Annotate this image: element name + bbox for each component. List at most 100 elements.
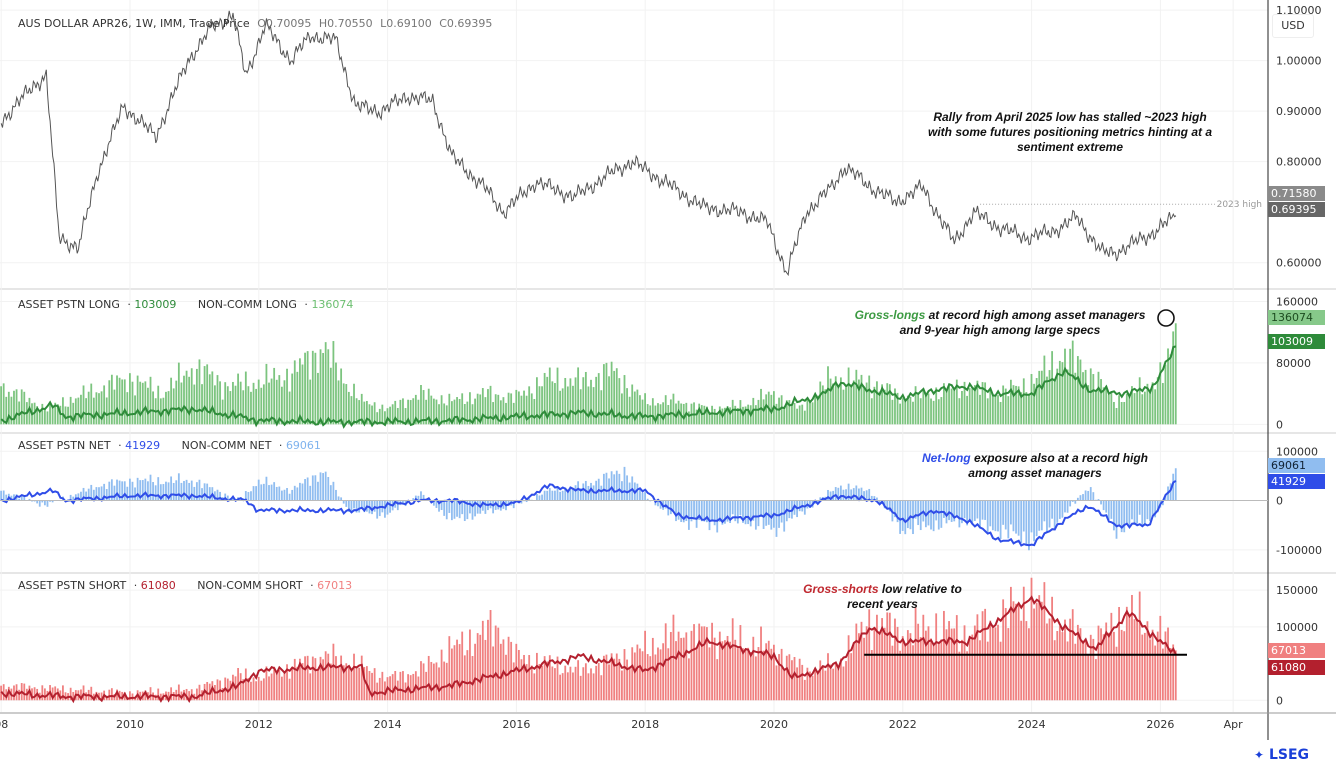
short-noncomm-bar — [399, 671, 402, 701]
long-noncomm-bar — [296, 371, 299, 425]
long-noncomm-bar — [917, 392, 920, 425]
net-noncomm-bar — [726, 500, 729, 522]
short-noncomm-bar — [1035, 602, 1038, 701]
low-value: L0.69100 — [380, 17, 432, 30]
long-noncomm-bar — [736, 407, 739, 425]
net-noncomm-bar — [1174, 468, 1177, 501]
short-noncomm-bar — [662, 643, 665, 701]
long-noncomm-bar — [839, 377, 842, 425]
short-noncomm-bar — [824, 670, 827, 701]
long-noncomm-bar — [239, 381, 242, 425]
long-noncomm-bar — [579, 389, 582, 425]
long-noncomm-bar — [474, 398, 476, 425]
long-noncomm-bar — [355, 398, 358, 425]
net-noncomm-bar — [1030, 500, 1033, 533]
short-noncomm-bar — [837, 668, 840, 701]
net-noncomm-bar — [77, 493, 80, 501]
net-noncomm-bar — [51, 500, 54, 503]
short-noncomm-bar — [667, 648, 670, 701]
long-noncomm-bar — [605, 362, 608, 425]
net-asset-line — [0, 480, 1177, 547]
short-noncomm-bar — [335, 656, 337, 701]
short-noncomm-bar — [783, 670, 786, 701]
long-noncomm-bar — [278, 375, 281, 425]
net-noncomm-bar — [1123, 500, 1126, 533]
short-noncomm-bar — [244, 668, 247, 701]
net-noncomm-bar — [226, 495, 229, 501]
long-noncomm-bar — [466, 401, 469, 425]
short-noncomm-bar — [123, 692, 126, 701]
currency-button[interactable]: USD — [1272, 14, 1314, 38]
net-noncomm-bar — [13, 494, 15, 501]
long-noncomm-bar — [1056, 368, 1059, 425]
long-noncomm-bar — [927, 393, 930, 425]
long-noncomm-bar — [123, 379, 126, 425]
net-noncomm-bar — [1056, 500, 1059, 523]
net-noncomm-bar — [1138, 500, 1141, 515]
short-noncomm-bar — [1046, 623, 1048, 701]
long-noncomm-bar — [876, 381, 878, 425]
long-noncomm-bar — [1046, 376, 1048, 425]
short-noncomm-bar — [556, 656, 559, 701]
long-noncomm-bar — [342, 383, 345, 425]
long-noncomm-bar — [1174, 323, 1177, 425]
net-noncomm-bar — [1089, 487, 1092, 501]
long-noncomm-bar — [147, 387, 149, 425]
net-noncomm-bar — [1092, 492, 1095, 501]
net-noncomm-bar — [105, 489, 108, 501]
long-noncomm-bar — [427, 388, 430, 425]
nc-long-value: 136074 — [311, 298, 354, 311]
net-noncomm-bar — [190, 480, 193, 501]
short-noncomm-bar — [139, 691, 142, 701]
long-noncomm-bar — [930, 398, 932, 425]
net-noncomm-bar — [36, 500, 39, 504]
short-noncomm-bar — [708, 647, 711, 701]
short-noncomm-bar — [149, 687, 152, 701]
long-noncomm-bar — [85, 398, 88, 425]
net-noncomm-bar — [412, 498, 415, 501]
long-noncomm-bar — [932, 400, 935, 425]
net-noncomm-bar — [152, 482, 154, 501]
short-noncomm-bar — [360, 655, 363, 701]
y-tick-label: 100000 — [1276, 621, 1318, 634]
long-noncomm-bar — [541, 386, 543, 425]
net-noncomm-bar — [453, 500, 456, 519]
short-noncomm-bar — [749, 652, 752, 701]
y-tick-label: 80000 — [1276, 357, 1311, 370]
short-noncomm-bar — [458, 644, 461, 701]
short-noncomm-bar — [865, 626, 868, 701]
short-noncomm-bar — [329, 663, 332, 701]
net-noncomm-bar — [613, 474, 616, 501]
short-noncomm-bar — [855, 623, 858, 701]
long-noncomm-bar — [615, 368, 618, 425]
long-noncomm-bar — [304, 352, 306, 425]
net-noncomm-bar — [860, 487, 863, 501]
long-noncomm-bar — [373, 402, 376, 425]
net-noncomm-bar — [525, 500, 528, 503]
short-noncomm-bar — [198, 684, 201, 701]
short-noncomm-bar — [700, 626, 703, 701]
short-noncomm-bar — [706, 627, 708, 701]
short-noncomm-bar — [615, 653, 618, 701]
long-noncomm-bar — [837, 385, 840, 425]
long-noncomm-bar — [966, 395, 968, 425]
x-tick-label: 08 — [0, 718, 8, 731]
long-noncomm-bar — [747, 404, 750, 425]
net-noncomm-bar — [481, 500, 484, 511]
y-tick-label: 0.90000 — [1276, 105, 1322, 118]
short-noncomm-bar — [170, 687, 173, 701]
long-noncomm-bar — [858, 379, 860, 425]
net-noncomm-bar — [262, 483, 265, 501]
net-noncomm-bar — [46, 500, 49, 507]
net-noncomm-bar — [136, 477, 139, 501]
net-noncomm-bar — [252, 486, 255, 501]
short-noncomm-bar — [778, 654, 780, 701]
net-noncomm-bar — [953, 500, 956, 522]
long-noncomm-bar — [564, 377, 567, 425]
long-noncomm-bar — [597, 373, 600, 425]
long-noncomm-bar — [291, 373, 294, 425]
net-noncomm-bar — [260, 484, 263, 501]
long-noncomm-bar — [36, 406, 39, 425]
net-noncomm-bar — [20, 494, 23, 501]
